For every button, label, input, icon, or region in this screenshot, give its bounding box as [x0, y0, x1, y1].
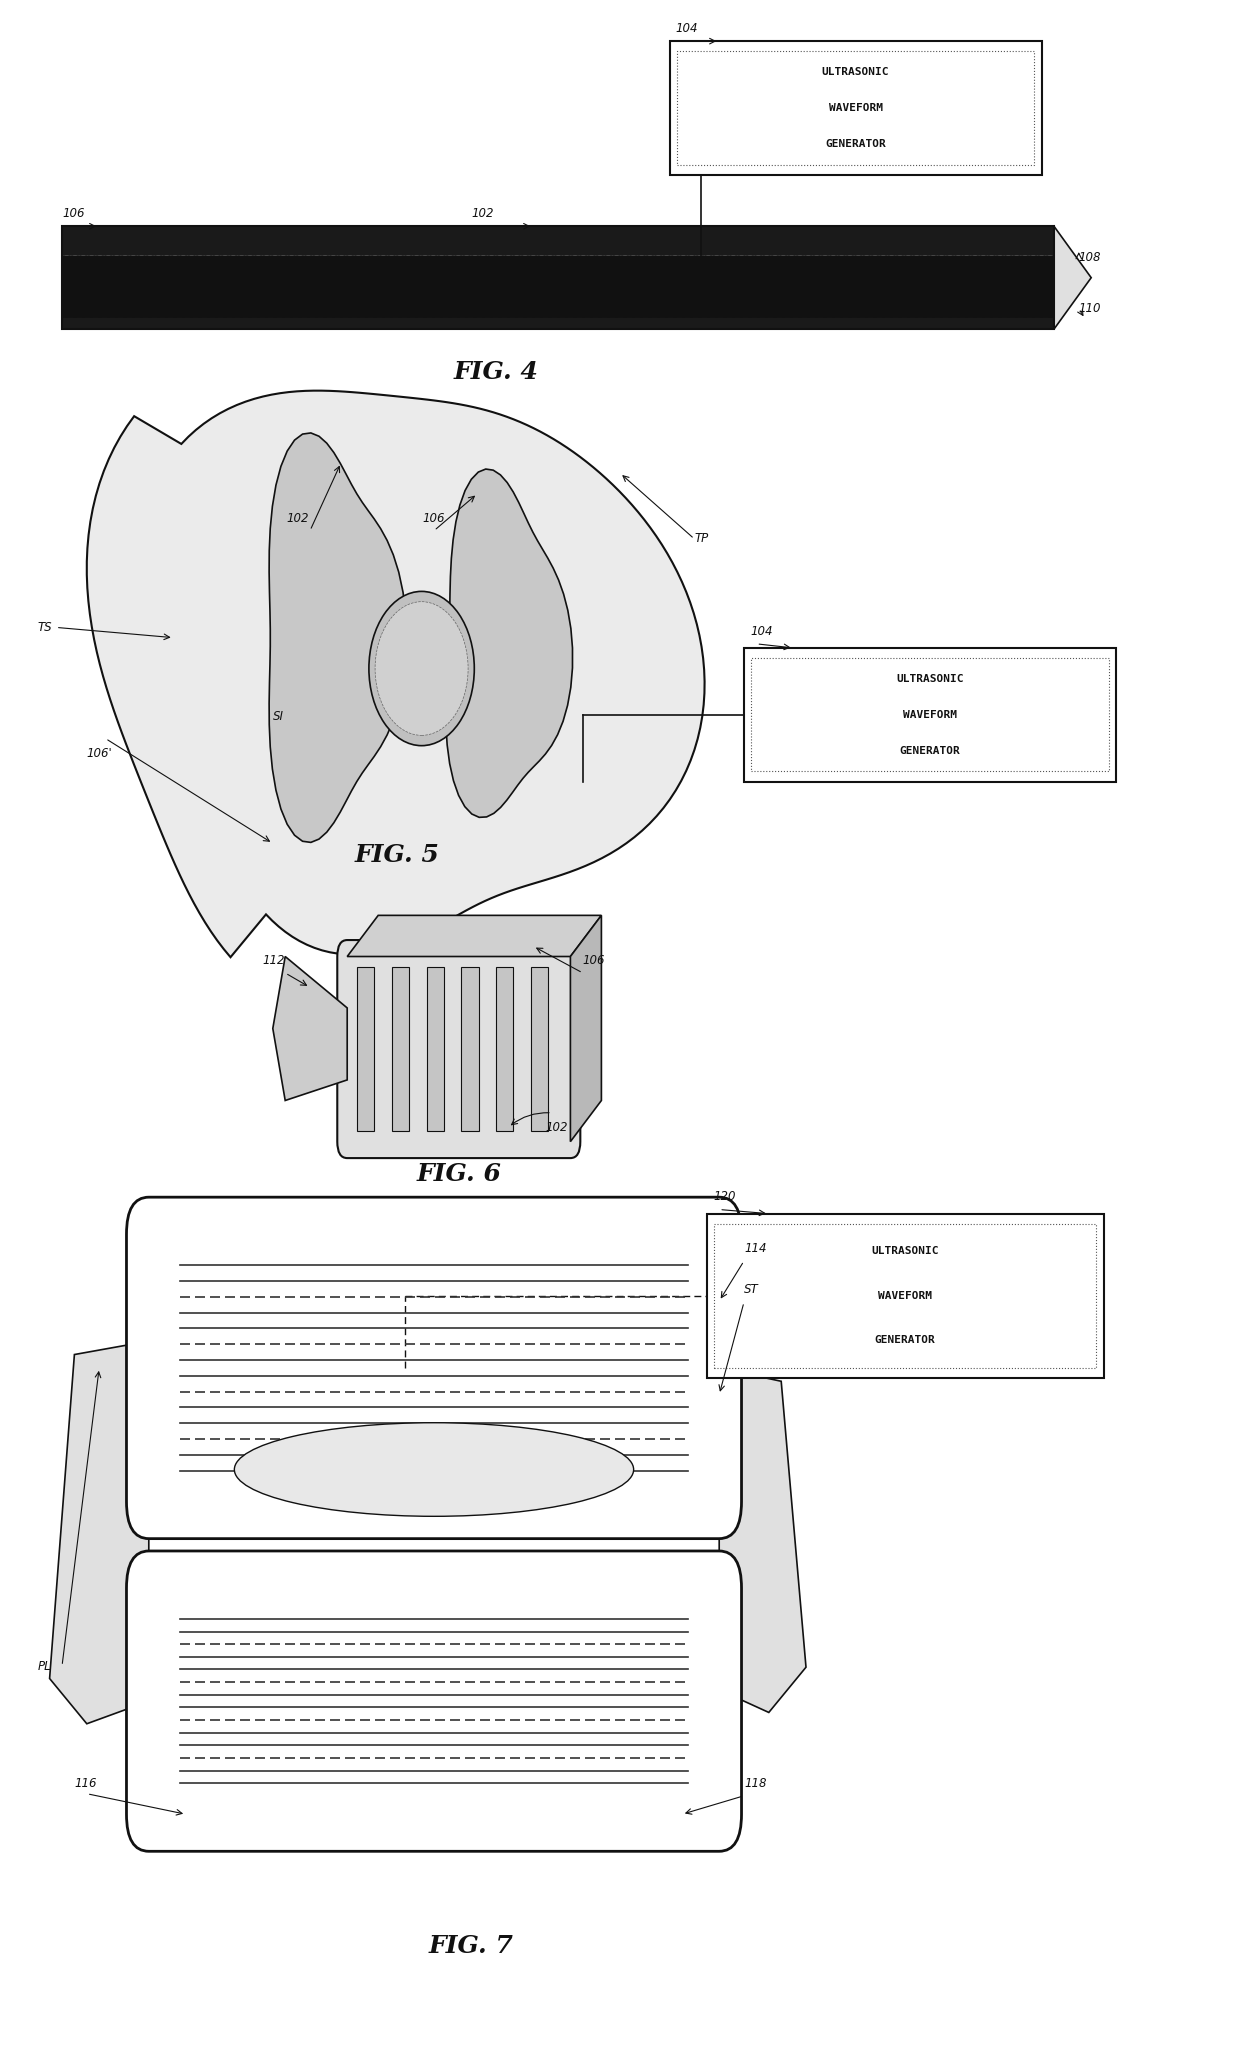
Text: WAVEFORM: WAVEFORM	[878, 1292, 932, 1300]
Ellipse shape	[234, 1423, 634, 1516]
Text: GENERATOR: GENERATOR	[826, 140, 885, 148]
Polygon shape	[87, 391, 704, 957]
Text: TS: TS	[37, 621, 52, 634]
Ellipse shape	[374, 601, 469, 734]
Bar	[531, 967, 548, 1131]
Text: WAVEFORM: WAVEFORM	[828, 103, 883, 113]
Polygon shape	[269, 432, 407, 843]
Text: GENERATOR: GENERATOR	[875, 1335, 935, 1345]
Text: 102: 102	[286, 512, 309, 525]
Bar	[677, 51, 1034, 165]
Text: 102: 102	[471, 208, 494, 220]
Bar	[707, 1214, 1104, 1378]
Text: 116: 116	[74, 1777, 97, 1790]
Text: FIG. 5: FIG. 5	[355, 843, 439, 868]
Text: 106: 106	[583, 954, 605, 967]
Bar	[62, 226, 1054, 329]
Text: 104: 104	[676, 23, 698, 35]
FancyBboxPatch shape	[126, 1197, 742, 1539]
Polygon shape	[50, 1341, 149, 1724]
FancyBboxPatch shape	[337, 940, 580, 1158]
Text: 120: 120	[713, 1191, 735, 1203]
Text: 112: 112	[263, 954, 285, 967]
Bar	[496, 967, 513, 1131]
Text: 110: 110	[1079, 302, 1101, 315]
Bar	[744, 648, 1116, 782]
Text: ULTRASONIC: ULTRASONIC	[822, 68, 889, 76]
Polygon shape	[347, 915, 601, 957]
Bar	[357, 967, 374, 1131]
Text: ULTRASONIC: ULTRASONIC	[897, 675, 963, 683]
Text: ULTRASONIC: ULTRASONIC	[872, 1247, 939, 1257]
Polygon shape	[273, 957, 347, 1100]
Text: 102: 102	[546, 1121, 568, 1133]
Text: WAVEFORM: WAVEFORM	[903, 710, 957, 720]
Text: TP: TP	[694, 533, 708, 545]
Polygon shape	[570, 915, 601, 1142]
Text: FIG. 6: FIG. 6	[417, 1162, 501, 1187]
Text: 114: 114	[744, 1242, 766, 1255]
Text: SI: SI	[273, 710, 284, 722]
Text: GENERATOR: GENERATOR	[900, 747, 960, 755]
Text: ST: ST	[744, 1284, 759, 1296]
Bar	[62, 255, 1054, 317]
Text: FIG. 4: FIG. 4	[454, 360, 538, 385]
Text: PL: PL	[37, 1660, 51, 1672]
Bar	[751, 658, 1109, 771]
Bar	[62, 226, 1054, 255]
FancyBboxPatch shape	[126, 1551, 742, 1851]
Text: 108: 108	[1079, 251, 1101, 263]
Text: 118: 118	[744, 1777, 766, 1790]
Polygon shape	[719, 1368, 806, 1711]
Bar	[461, 967, 479, 1131]
Text: 106: 106	[62, 208, 84, 220]
Bar	[714, 1224, 1096, 1368]
Text: 106': 106'	[87, 747, 113, 759]
Bar	[62, 317, 1054, 329]
Ellipse shape	[370, 592, 474, 745]
Bar	[62, 255, 1054, 317]
Bar	[427, 967, 444, 1131]
Polygon shape	[1054, 226, 1091, 329]
Polygon shape	[445, 469, 573, 817]
Text: FIG. 7: FIG. 7	[429, 1934, 513, 1958]
Text: 104: 104	[750, 625, 773, 638]
Bar	[392, 967, 409, 1131]
Text: 106: 106	[423, 512, 445, 525]
Bar	[670, 41, 1042, 175]
